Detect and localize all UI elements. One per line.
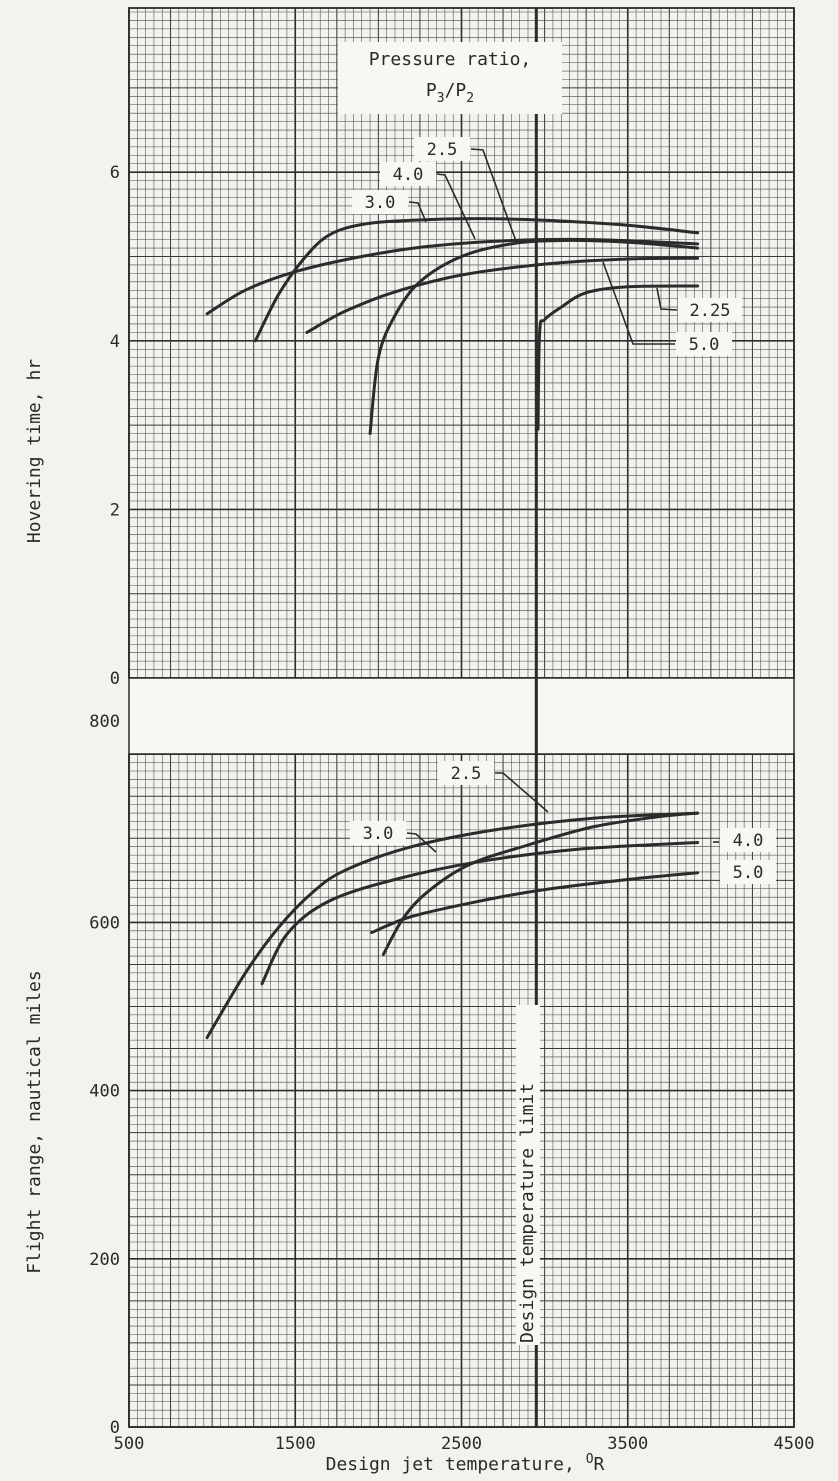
hover-curve-2-5	[368, 238, 700, 435]
bottom-curves	[205, 811, 700, 1040]
rankine-unit: R	[594, 1454, 605, 1475]
top-y-axis-title: Hovering time, hr	[24, 359, 45, 543]
bottom-grid	[128, 753, 795, 1428]
y-tick-label: 6	[110, 163, 120, 183]
range-curve-2-5	[381, 811, 700, 956]
legend-title-line2: P3/P2	[426, 80, 474, 106]
label-2-5-top: 2.5	[427, 140, 458, 160]
x-tick-label: 2500	[441, 1434, 482, 1454]
y-tick-label: 400	[89, 1082, 120, 1102]
degree-mark: O	[586, 1452, 594, 1467]
y-tick-label: 200	[89, 1250, 120, 1270]
bottom-y-ticks: 0 200 400 600 800	[89, 712, 120, 1438]
label-3-0-bottom: 3.0	[363, 824, 394, 844]
leader-3-0-bottom	[406, 832, 437, 853]
leader-5-0-top	[602, 261, 675, 345]
panel-gap	[128, 677, 795, 755]
x-axis-title: Design jet temperature, OR	[326, 1452, 605, 1475]
limit-label: Design temperature limit	[517, 1083, 538, 1343]
leader-3-0-top	[408, 201, 427, 223]
y-tick-label: 800	[89, 712, 120, 732]
label-5-0-top: 5.0	[689, 335, 720, 355]
label-2-25: 2.25	[690, 301, 731, 321]
top-curve-labels: 2.5 4.0 3.0 2.25 5.0	[352, 137, 742, 356]
y-tick-label: 2	[110, 500, 120, 520]
bottom-y-axis-title: Flight range, nautical miles	[24, 970, 45, 1273]
y-tick-label: 600	[89, 913, 120, 933]
top-curves	[205, 217, 700, 435]
hover-curve-2-25	[536, 284, 700, 431]
hover-curve-5-0	[305, 256, 700, 334]
y-tick-label: 4	[110, 332, 120, 352]
range-curve-4-0	[260, 841, 700, 986]
x-tick-label: 3500	[607, 1434, 648, 1454]
legend-title-box: Pressure ratio, P3/P2	[338, 42, 562, 114]
label-5-0-bottom: 5.0	[733, 863, 764, 883]
bottom-curve-labels: 2.5 3.0 4.0 5.0	[350, 761, 776, 884]
label-3-0-top: 3.0	[365, 193, 396, 213]
y-tick-label: 0	[110, 1418, 120, 1438]
label-2-5-bottom: 2.5	[451, 764, 482, 784]
top-y-ticks: 0 2 4 6	[110, 163, 120, 689]
range-curve-3-0	[205, 811, 700, 1040]
x-tick-label: 4500	[774, 1434, 815, 1454]
x-ticks: 500 1500 2500 3500 4500	[114, 1434, 815, 1454]
y-tick-label: 0	[110, 669, 120, 689]
leader-2-25	[656, 287, 678, 311]
limit-annotation: Design temperature limit	[516, 1005, 540, 1345]
leader-2-5-bottom	[495, 772, 549, 813]
x-tick-label: 500	[114, 1434, 145, 1454]
label-4-0-bottom: 4.0	[733, 831, 764, 851]
legend-title-line1: Pressure ratio,	[369, 49, 532, 70]
leader-4-0-top	[436, 173, 476, 240]
leader-2-5-top	[470, 148, 518, 245]
x-axis-title-text: Design jet temperature,	[326, 1454, 586, 1475]
x-tick-label: 1500	[275, 1434, 316, 1454]
label-4-0-top: 4.0	[393, 165, 424, 185]
range-curve-5-0	[370, 871, 700, 934]
